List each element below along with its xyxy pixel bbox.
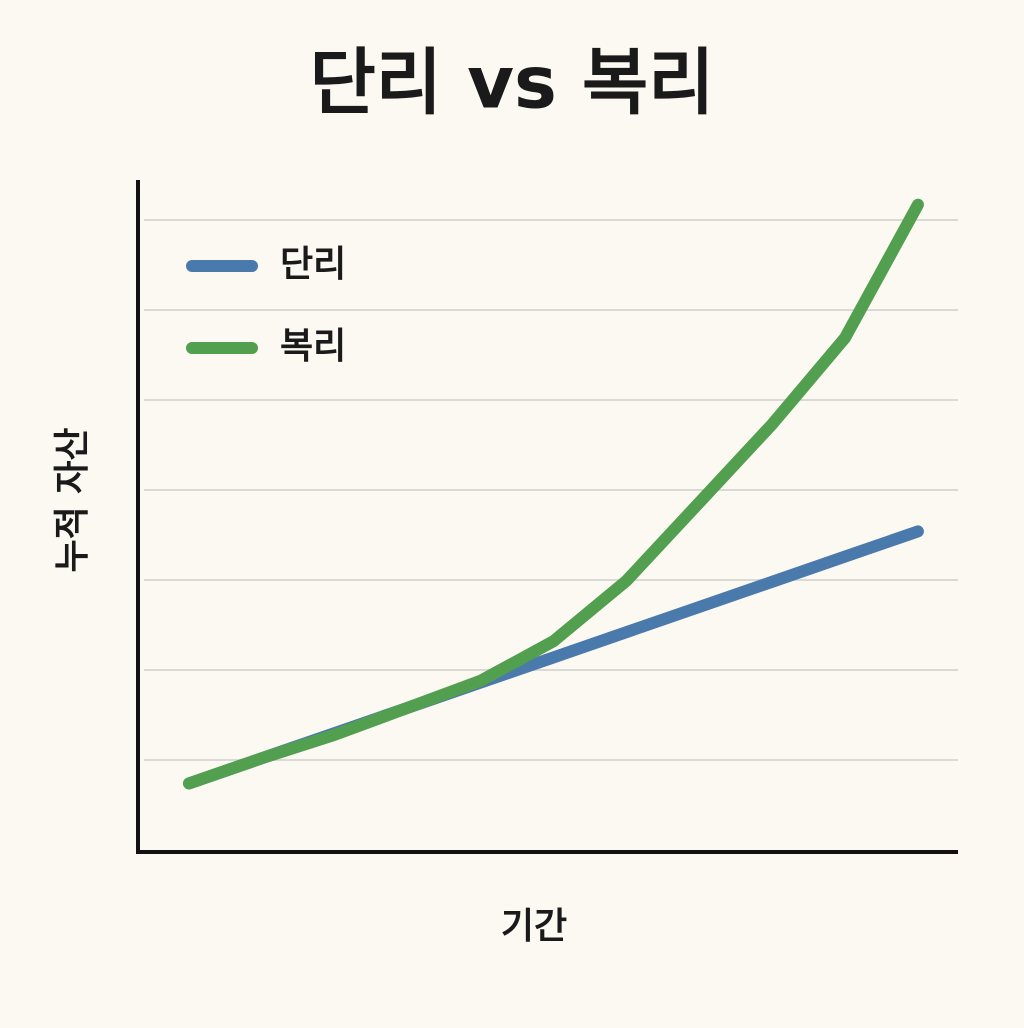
x-axis-label: 기간: [501, 906, 567, 947]
chart-title: 단리 vs 복리: [310, 41, 715, 125]
legend-label: 복리: [280, 326, 346, 367]
y-axis-label: 누적 자산: [52, 427, 93, 572]
legend-label: 단리: [280, 244, 346, 285]
line-series: [183, 198, 924, 790]
